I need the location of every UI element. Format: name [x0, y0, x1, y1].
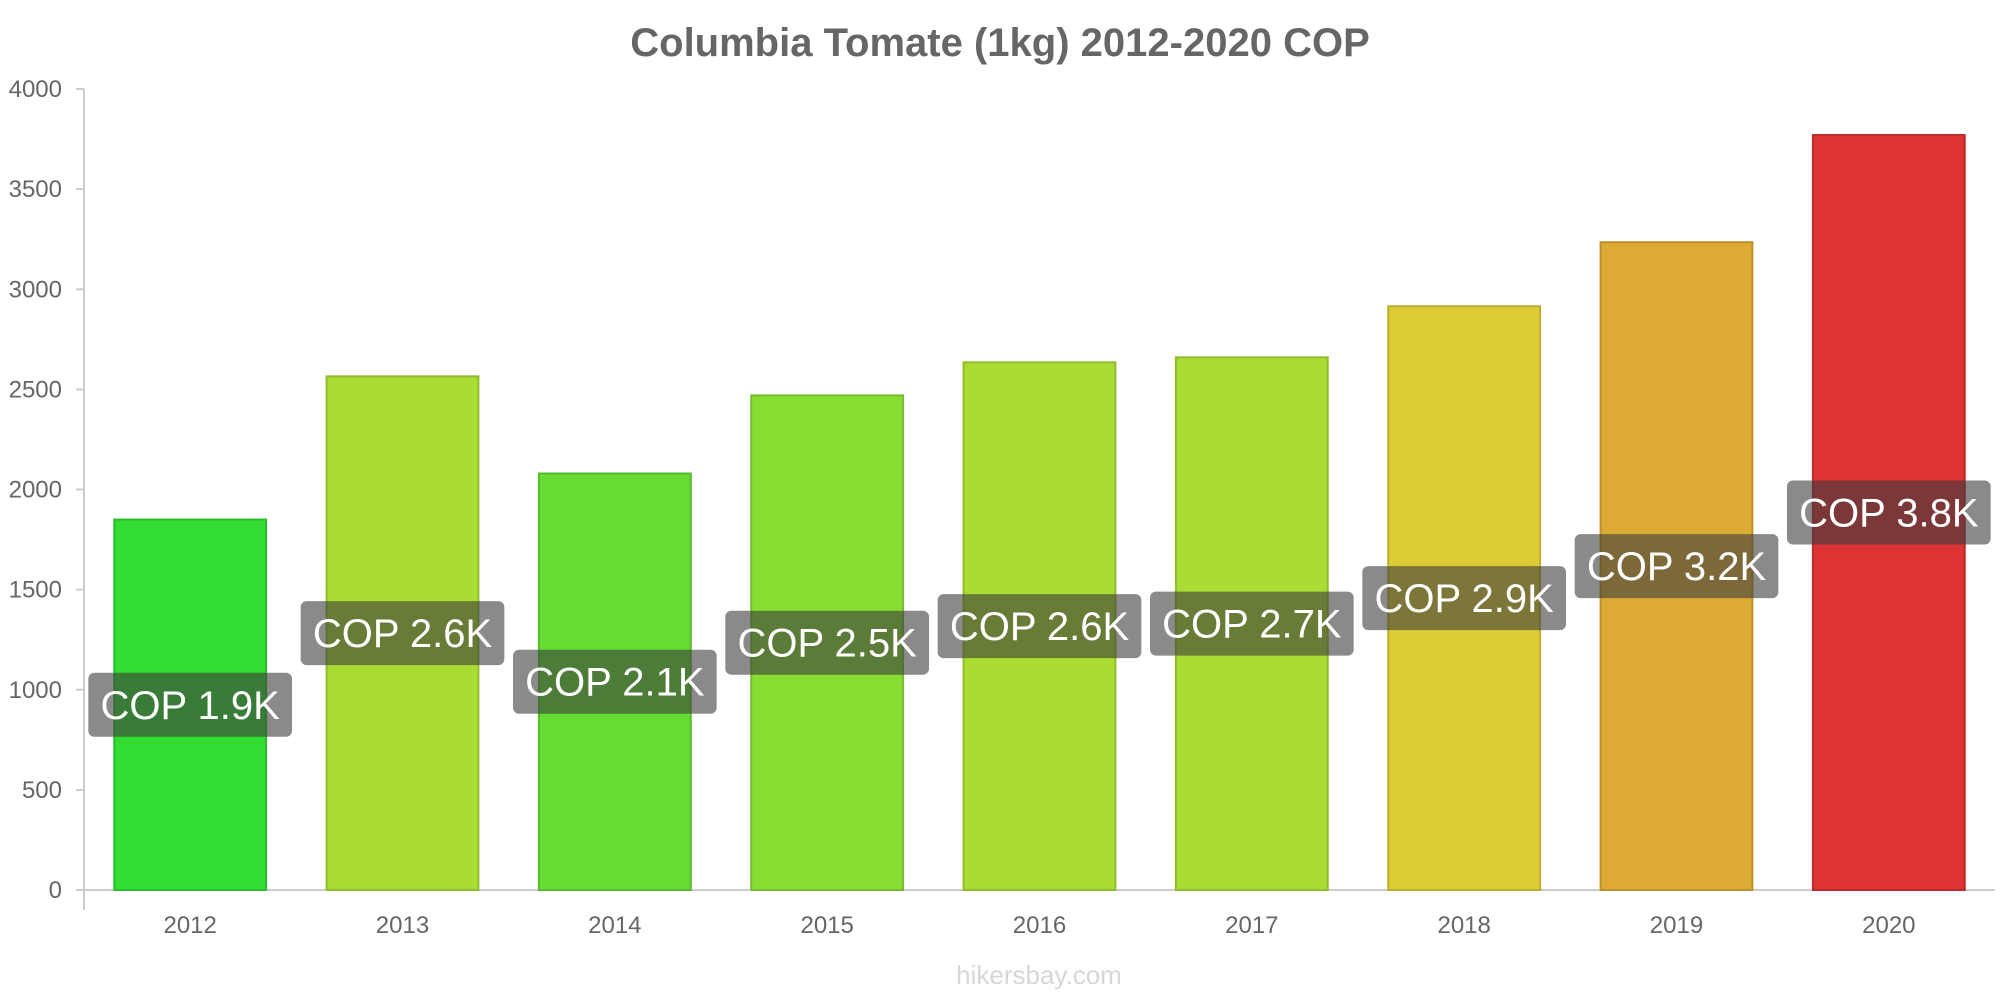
y-tick-label: 1000: [9, 677, 62, 704]
data-label-text: COP 3.8K: [1799, 492, 1979, 536]
chart-title: Columbia Tomate (1kg) 2012-2020 COP: [630, 21, 1370, 65]
data-label-2016: COP 2.6K: [937, 594, 1142, 659]
data-label-text: COP 3.2K: [1587, 545, 1767, 589]
data-label-2015: COP 2.5K: [725, 610, 930, 675]
data-label-background: [300, 601, 505, 666]
x-tick-label: 2012: [163, 912, 216, 939]
data-label-text: COP 2.6K: [313, 612, 493, 656]
x-tick-label: 2013: [376, 912, 429, 939]
watermark: hikersbay.com: [956, 960, 1122, 990]
data-label-background: [725, 610, 930, 675]
data-label-2014: COP 2.1K: [512, 649, 717, 714]
bars-group: [113, 134, 1966, 892]
y-tick-label: 4000: [9, 76, 62, 103]
y-tick-label: 2500: [9, 376, 62, 403]
data-label-2013: COP 2.6K: [300, 601, 505, 666]
data-label-background: [1149, 591, 1354, 656]
x-tick-label: 2016: [1013, 912, 1066, 939]
x-tick-label: 2015: [800, 912, 853, 939]
data-label-text: COP 1.9K: [100, 684, 280, 728]
data-label-2020: COP 3.8K: [1786, 480, 1991, 545]
data-label-background: [88, 672, 293, 737]
data-label-2012: COP 1.9K: [88, 672, 293, 737]
y-tick-label: 500: [22, 777, 62, 804]
data-label-text: COP 2.7K: [1162, 603, 1342, 647]
x-tick-label: 2017: [1225, 912, 1278, 939]
data-label-background: [1362, 566, 1567, 631]
data-label-background: [937, 594, 1142, 659]
x-tick-label: 2020: [1862, 912, 1915, 939]
data-label-text: COP 2.9K: [1374, 577, 1554, 621]
y-axis: 0 500 1000 1500 2000 2500 3000 3500 4000: [9, 76, 85, 910]
y-tick-label: 1500: [9, 577, 62, 604]
x-axis: 2012 2013 2014 2015 2016 2017 2018 2019 2020: [84, 889, 1995, 939]
data-label-2017: COP 2.7K: [1149, 591, 1354, 656]
data-label-text: COP 2.1K: [525, 661, 705, 705]
y-tick-label: 3000: [9, 276, 62, 303]
x-tick-label: 2014: [588, 912, 641, 939]
x-tick-label: 2018: [1437, 912, 1490, 939]
data-label-background: [1786, 480, 1991, 545]
x-tick-label: 2019: [1650, 912, 1703, 939]
y-tick-label: 0: [49, 877, 62, 904]
y-tick-label: 2000: [9, 477, 62, 504]
y-tick-label: 3500: [9, 176, 62, 203]
data-label-2019: COP 3.2K: [1574, 534, 1779, 599]
data-label-text: COP 2.5K: [737, 622, 917, 666]
data-labels-group: COP 1.9K COP 2.6K COP 2.1K COP 2.5K COP 2.6K…: [88, 480, 1991, 737]
data-label-2018: COP 2.9K: [1362, 566, 1567, 631]
data-label-background: [512, 649, 717, 714]
data-label-background: [1574, 534, 1779, 599]
data-label-text: COP 2.6K: [950, 605, 1130, 649]
